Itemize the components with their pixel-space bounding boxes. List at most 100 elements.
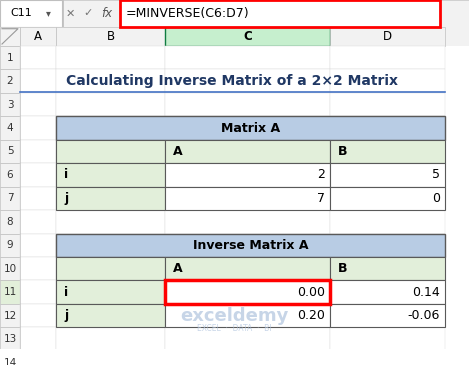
Bar	[20, 69, 56, 93]
Bar	[330, 327, 445, 351]
Bar	[56, 187, 165, 210]
Bar	[56, 187, 165, 210]
Bar	[56, 280, 165, 304]
Bar	[56, 69, 165, 93]
Bar	[330, 351, 445, 365]
Text: B: B	[338, 262, 348, 275]
Text: =MINVERSE(C6:D7): =MINVERSE(C6:D7)	[126, 7, 250, 20]
Bar	[330, 93, 445, 116]
Text: 10: 10	[3, 264, 16, 274]
Text: A: A	[173, 262, 182, 275]
Text: 6: 6	[7, 170, 13, 180]
Text: 5: 5	[432, 168, 440, 181]
Bar	[20, 27, 56, 46]
Bar	[0, 257, 20, 280]
Bar	[330, 234, 445, 257]
Bar	[56, 210, 165, 234]
Text: ✓: ✓	[83, 8, 93, 18]
Bar	[56, 27, 165, 46]
Bar	[0, 69, 20, 93]
Bar	[165, 187, 330, 210]
Bar	[330, 210, 445, 234]
Text: Inverse Matrix A: Inverse Matrix A	[193, 239, 308, 252]
Bar	[56, 140, 165, 163]
Bar	[165, 163, 330, 187]
Text: Calculating Inverse Matrix of a 2×2 Matrix: Calculating Inverse Matrix of a 2×2 Matr…	[67, 74, 399, 88]
Bar	[0, 116, 20, 140]
Text: 9: 9	[7, 240, 13, 250]
Bar	[56, 234, 165, 257]
Bar	[330, 163, 445, 187]
Bar	[0, 27, 20, 46]
Bar	[165, 257, 330, 280]
Text: 14: 14	[3, 358, 16, 365]
Text: i: i	[64, 168, 68, 181]
Text: exceldemy: exceldemy	[180, 307, 288, 325]
Bar	[56, 116, 165, 140]
Text: 0.20: 0.20	[297, 309, 325, 322]
Bar	[0, 280, 20, 304]
Text: 2: 2	[7, 76, 13, 86]
Bar	[165, 116, 330, 140]
Bar	[56, 116, 445, 140]
Bar	[330, 304, 445, 327]
Bar	[0, 304, 20, 327]
Bar	[330, 140, 445, 163]
Bar	[165, 69, 330, 93]
Bar	[0, 140, 20, 163]
Text: 5: 5	[7, 146, 13, 157]
Bar	[20, 280, 56, 304]
Bar	[56, 93, 165, 116]
Text: C11: C11	[10, 8, 32, 18]
Bar	[330, 27, 445, 46]
Bar	[165, 280, 330, 304]
Text: 13: 13	[3, 334, 16, 344]
Bar	[165, 257, 330, 280]
Bar	[56, 304, 165, 327]
Bar	[20, 187, 56, 210]
Bar	[56, 304, 165, 327]
Bar	[330, 257, 445, 280]
Bar	[330, 69, 445, 93]
Text: Matrix A: Matrix A	[221, 122, 280, 135]
Text: 7: 7	[317, 192, 325, 205]
Bar	[56, 140, 165, 163]
Bar	[165, 140, 330, 163]
Bar	[56, 163, 165, 187]
Bar	[165, 280, 330, 304]
Bar	[0, 27, 469, 46]
Text: 7: 7	[7, 193, 13, 203]
Bar	[0, 46, 20, 69]
Bar	[330, 140, 445, 163]
Bar	[20, 257, 56, 280]
Bar	[330, 257, 445, 280]
Text: 8: 8	[7, 217, 13, 227]
Bar	[165, 93, 330, 116]
Text: B: B	[106, 30, 114, 43]
Bar	[0, 93, 20, 116]
Bar	[20, 234, 56, 257]
Bar	[330, 46, 445, 69]
Bar	[165, 327, 330, 351]
Bar	[165, 234, 330, 257]
Text: 1: 1	[7, 53, 13, 63]
Bar	[165, 280, 330, 304]
Bar	[56, 327, 165, 351]
Bar	[330, 187, 445, 210]
Text: j: j	[64, 192, 68, 205]
Bar	[0, 187, 20, 210]
Bar	[20, 304, 56, 327]
Bar	[330, 163, 445, 187]
Bar	[20, 163, 56, 187]
Bar	[165, 163, 330, 187]
Bar	[0, 327, 20, 351]
Text: fx: fx	[101, 7, 113, 20]
Bar	[330, 187, 445, 210]
Bar	[165, 351, 330, 365]
Text: 3: 3	[7, 100, 13, 110]
Bar	[0, 351, 20, 365]
Text: 2: 2	[317, 168, 325, 181]
Bar	[20, 210, 56, 234]
Bar	[330, 280, 445, 304]
Text: B: B	[338, 145, 348, 158]
